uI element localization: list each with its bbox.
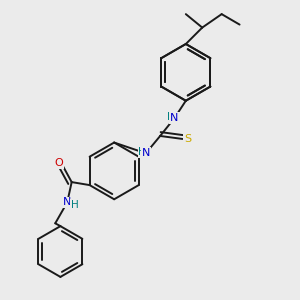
Text: H: H [71,200,79,210]
Text: S: S [184,134,191,144]
Text: H: H [167,112,175,122]
Text: N: N [142,148,150,158]
Text: H: H [138,147,146,158]
Text: N: N [63,197,71,207]
Text: N: N [170,113,179,123]
Text: O: O [55,158,64,168]
